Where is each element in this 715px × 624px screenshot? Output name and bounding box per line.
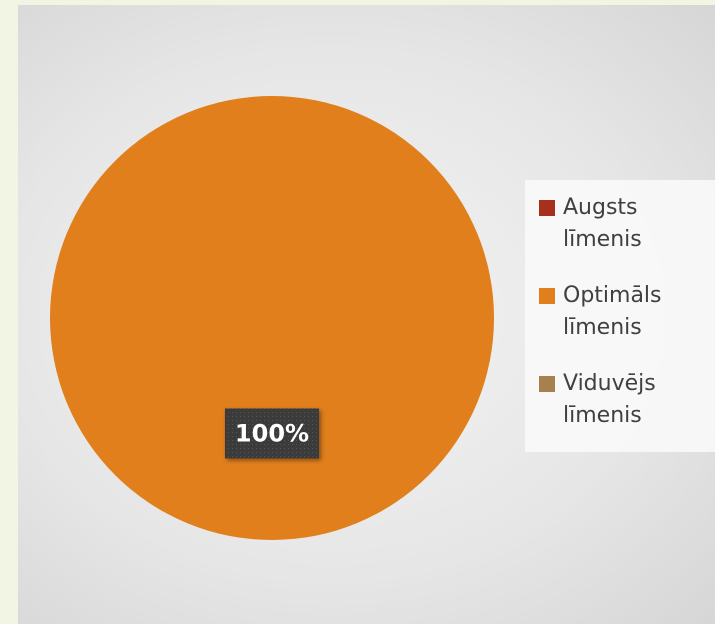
data-label-box	[224, 408, 320, 459]
legend-entry: Viduvējs līmenis	[539, 368, 713, 432]
legend-label: Optimāls līmenis	[563, 283, 662, 340]
legend-swatch	[539, 376, 555, 392]
legend-entry: Optimāls līmenis	[539, 280, 713, 344]
legend-entry: Augsts līmenis	[539, 192, 713, 256]
data-label: 100%	[224, 408, 320, 459]
legend: Augsts līmenis Optimāls līmenis Viduvējs l…	[525, 180, 715, 452]
data-label-text: 100%	[235, 419, 309, 447]
legend-swatch	[539, 288, 555, 304]
legend-label: Augsts līmenis	[563, 195, 642, 252]
legend-swatch	[539, 200, 555, 216]
legend-label: Viduvējs līmenis	[563, 371, 656, 428]
pie-slice	[50, 96, 494, 540]
